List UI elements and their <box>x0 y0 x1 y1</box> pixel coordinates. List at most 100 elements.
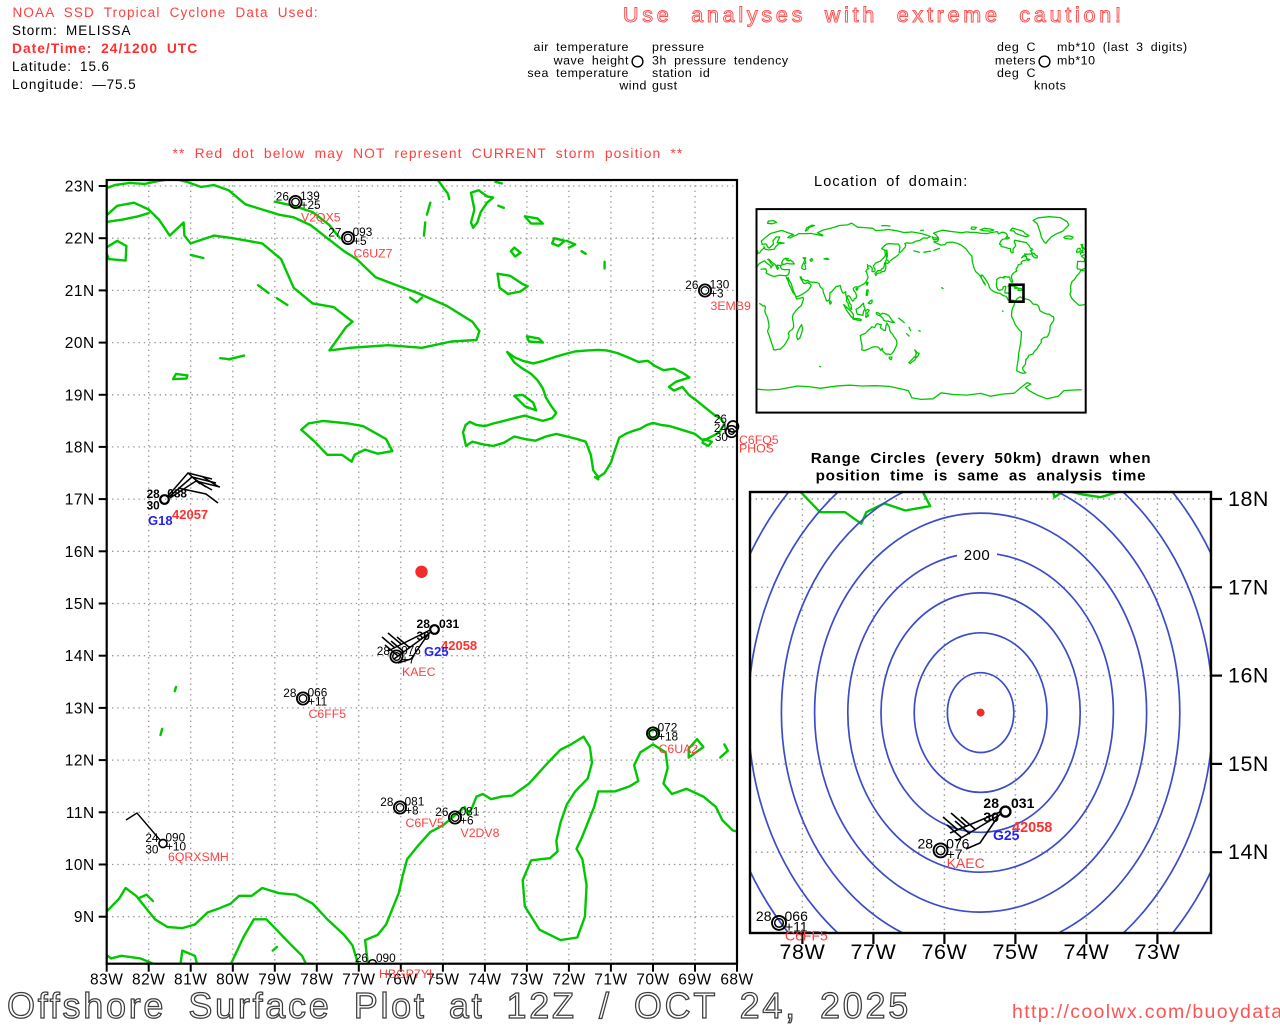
svg-text:KAEC: KAEC <box>947 855 985 871</box>
svg-text:KAEC: KAEC <box>402 665 436 679</box>
svg-text:28: 28 <box>918 835 934 851</box>
svg-text:sea temperature: sea temperature <box>527 66 629 80</box>
svg-text:090: 090 <box>376 951 396 965</box>
svg-text:28: 28 <box>417 617 431 631</box>
svg-text:26: 26 <box>435 805 449 819</box>
svg-text:76W: 76W <box>922 940 968 964</box>
svg-text:26: 26 <box>685 278 699 292</box>
svg-text:77W: 77W <box>342 972 375 989</box>
svg-text:20N: 20N <box>65 335 95 352</box>
svg-text:78W: 78W <box>300 972 333 989</box>
svg-text:26: 26 <box>355 951 369 965</box>
svg-text:031: 031 <box>439 617 459 631</box>
svg-text:73W: 73W <box>510 972 543 989</box>
svg-text:+3: +3 <box>710 287 724 301</box>
svg-text:78W: 78W <box>780 940 826 964</box>
svg-text:Storm: MELISSA: Storm: MELISSA <box>12 23 132 38</box>
svg-text:meters: meters <box>995 54 1036 68</box>
svg-text:C6FQ5: C6FQ5 <box>739 433 779 447</box>
svg-text:+18: +18 <box>658 730 678 744</box>
svg-text:C6UA2: C6UA2 <box>659 742 699 756</box>
svg-text:70W: 70W <box>636 972 669 989</box>
svg-text:15N: 15N <box>1228 752 1269 776</box>
svg-text:30: 30 <box>147 499 161 513</box>
svg-text:Range Circles (every 50km) dra: Range Circles (every 50km) drawn when <box>811 450 1152 467</box>
svg-text:81W: 81W <box>174 972 207 989</box>
svg-text:30: 30 <box>145 843 159 857</box>
svg-text:V2QX5: V2QX5 <box>301 210 341 224</box>
svg-text:+6: +6 <box>460 814 474 828</box>
svg-text:deg C: deg C <box>997 40 1036 54</box>
svg-text:21N: 21N <box>65 283 95 300</box>
svg-text:18N: 18N <box>1228 487 1269 511</box>
svg-text:76W: 76W <box>384 972 417 989</box>
svg-text:C6FF5: C6FF5 <box>309 707 347 721</box>
svg-text:30: 30 <box>715 430 729 444</box>
svg-text:83W: 83W <box>90 972 123 989</box>
svg-text:** Red dot below may NOT repre: ** Red dot below may NOT represent CURRE… <box>173 146 684 161</box>
svg-text:PHOS: PHOS <box>739 442 774 456</box>
svg-text:+8: +8 <box>405 804 419 818</box>
svg-text:Latitude: 15.6: Latitude: 15.6 <box>12 59 110 74</box>
svg-text:42058: 42058 <box>441 638 477 653</box>
svg-text:066: 066 <box>785 908 809 924</box>
svg-text:28: 28 <box>283 686 297 700</box>
svg-text:081: 081 <box>460 805 480 819</box>
svg-text:75W: 75W <box>426 972 459 989</box>
svg-text:80W: 80W <box>216 972 249 989</box>
svg-text:+11: +11 <box>785 918 808 934</box>
svg-text:14N: 14N <box>65 648 95 665</box>
svg-text:15N: 15N <box>65 596 95 613</box>
svg-text:13N: 13N <box>65 700 95 717</box>
svg-text:28: 28 <box>380 795 394 809</box>
svg-text:12N: 12N <box>65 753 95 770</box>
svg-text:066: 066 <box>308 686 328 700</box>
svg-text:072: 072 <box>658 721 678 735</box>
svg-text:C6FF5: C6FF5 <box>785 927 828 943</box>
svg-text:28: 28 <box>756 908 772 924</box>
svg-text:3h pressure tendency: 3h pressure tendency <box>652 54 789 68</box>
svg-text:031: 031 <box>1011 795 1035 811</box>
svg-text:17N: 17N <box>65 492 95 509</box>
svg-text:130: 130 <box>710 278 730 292</box>
svg-text:72W: 72W <box>552 972 585 989</box>
svg-text:28: 28 <box>983 795 999 811</box>
svg-text:G18: G18 <box>148 513 173 528</box>
svg-text:deg C: deg C <box>997 66 1036 80</box>
svg-text:NOAA SSD Tropical Cyclone Data: NOAA SSD Tropical Cyclone Data Used: <box>13 5 319 20</box>
svg-text:G25: G25 <box>424 644 449 659</box>
svg-text:Date/Time: 24/1200 UTC: Date/Time: 24/1200 UTC <box>12 41 198 56</box>
svg-text:17N: 17N <box>1228 575 1269 599</box>
svg-text:wind: wind <box>618 79 647 93</box>
svg-text:076: 076 <box>401 644 421 658</box>
svg-text:Location of domain:: Location of domain: <box>814 174 968 190</box>
svg-text:82W: 82W <box>132 972 165 989</box>
svg-text:pressure: pressure <box>652 40 705 54</box>
svg-text:knots: knots <box>1034 79 1066 93</box>
svg-text:+11: +11 <box>308 695 327 709</box>
svg-text:air temperature: air temperature <box>534 40 629 54</box>
svg-text:station id: station id <box>652 66 710 80</box>
svg-text:Use analyses with extreme caut: Use analyses with extreme caution! <box>623 3 1125 27</box>
svg-text:28: 28 <box>147 487 161 501</box>
svg-text:14N: 14N <box>1228 840 1269 864</box>
svg-text:27: 27 <box>328 226 341 240</box>
svg-text:+10: +10 <box>166 840 186 854</box>
svg-text:71W: 71W <box>594 972 627 989</box>
svg-text:23N: 23N <box>65 179 95 196</box>
svg-text:18N: 18N <box>65 439 95 456</box>
svg-text:3EMB9: 3EMB9 <box>711 299 751 313</box>
svg-text:139: 139 <box>300 189 320 203</box>
svg-text:74W: 74W <box>468 972 501 989</box>
svg-text:9N: 9N <box>74 909 95 926</box>
svg-text:090: 090 <box>166 831 186 845</box>
svg-text:74W: 74W <box>1064 940 1110 964</box>
svg-text:16N: 16N <box>65 544 95 561</box>
svg-text:26: 26 <box>276 190 290 204</box>
svg-text:6QRXSMH: 6QRXSMH <box>168 850 229 864</box>
svg-text:V2DV8: V2DV8 <box>461 826 500 840</box>
svg-text:75W: 75W <box>993 940 1039 964</box>
svg-text:68W: 68W <box>720 972 753 989</box>
svg-text:200: 200 <box>964 547 991 564</box>
svg-text:C6UZ7: C6UZ7 <box>354 246 393 260</box>
